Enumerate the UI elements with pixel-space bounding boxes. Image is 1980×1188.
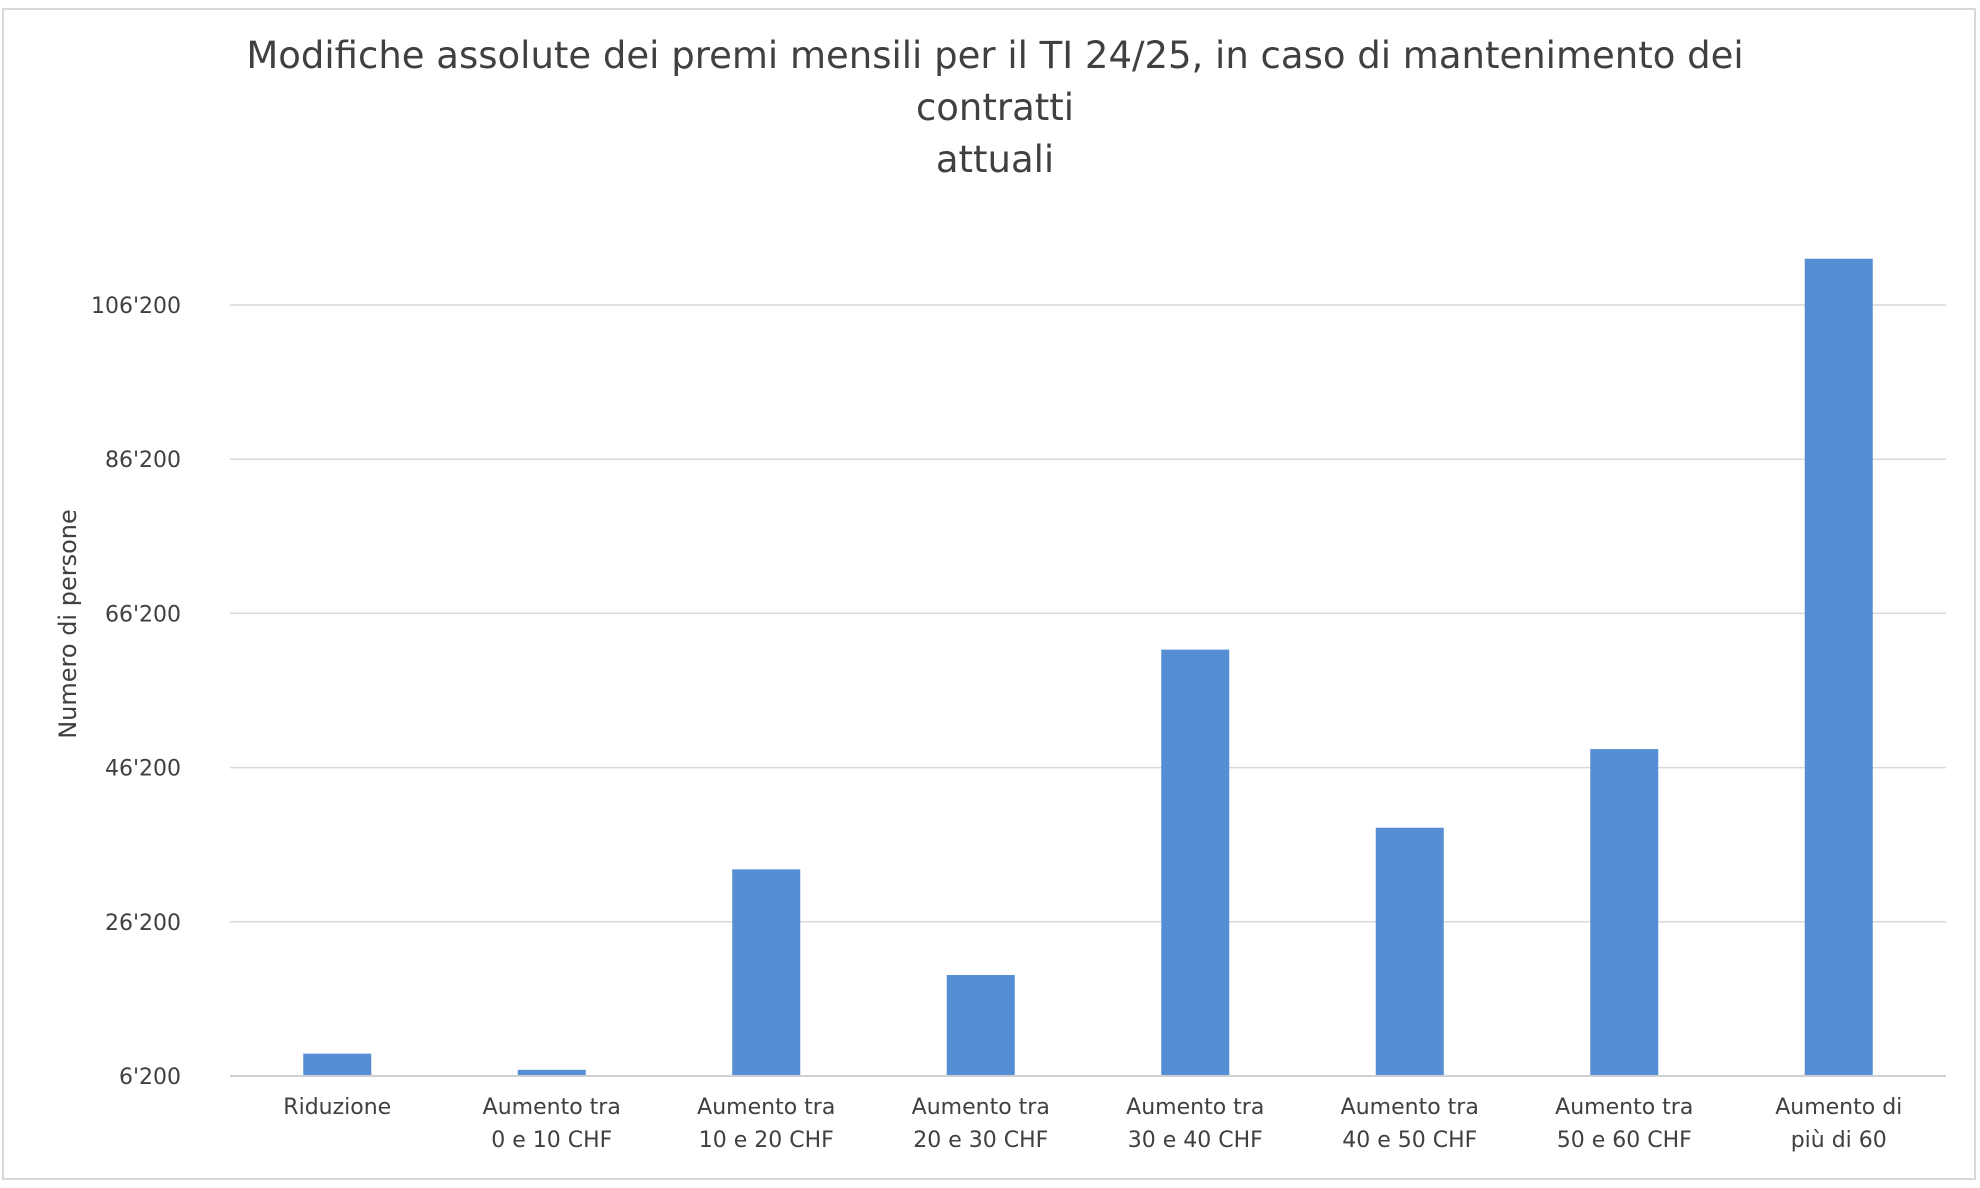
- x-tick-label: 50 e 60 CHF: [1557, 1128, 1692, 1153]
- axes: 6'200 26'200 46'200 66'200 86'200 106'200 Ridu…: [91, 294, 1946, 1153]
- bars: [303, 258, 1873, 1076]
- bar: [1590, 749, 1659, 1076]
- x-tick-label: Aumento tra: [1341, 1095, 1479, 1120]
- y-tick-label: 86'200: [105, 448, 181, 473]
- x-tick-label: 0 e 10 CHF: [491, 1128, 612, 1153]
- x-tick-label: 30 e 40 CHF: [1128, 1128, 1263, 1153]
- y-tick-label: 46'200: [105, 757, 181, 782]
- bar: [303, 1053, 372, 1076]
- bar: [1161, 649, 1230, 1076]
- x-tick-label: Aumento tra: [1555, 1095, 1693, 1120]
- x-tick-label: Aumento tra: [697, 1095, 835, 1120]
- y-tick-label: 6'200: [119, 1065, 181, 1090]
- x-tick-label: più di 60: [1791, 1128, 1887, 1153]
- x-tick-label: Aumento di: [1775, 1095, 1902, 1120]
- x-tick-label: Aumento tra: [483, 1095, 621, 1120]
- y-tick-label: 26'200: [105, 911, 181, 936]
- x-tick-label: Aumento tra: [1126, 1095, 1264, 1120]
- y-tick-label: 66'200: [105, 602, 181, 627]
- x-tick-label: 10 e 20 CHF: [699, 1128, 834, 1153]
- x-tick-label: 20 e 30 CHF: [913, 1128, 1048, 1153]
- bar: [1375, 827, 1444, 1076]
- x-tick-label: Riduzione: [283, 1095, 391, 1120]
- chart-title-line-2: attuali: [935, 138, 1055, 181]
- y-tick-label: 106'200: [91, 294, 181, 319]
- bar: [732, 869, 801, 1076]
- chart-title: Modifiche assolute dei premi mensili per…: [200, 30, 1790, 186]
- x-tick-label: Aumento tra: [912, 1095, 1050, 1120]
- bar: [1804, 258, 1873, 1076]
- chart-title-line-1: Modifiche assolute dei premi mensili per…: [246, 34, 1744, 129]
- bar: [946, 974, 1015, 1076]
- gridlines: [230, 304, 1946, 923]
- x-tick-label: 40 e 50 CHF: [1342, 1128, 1477, 1153]
- bar: [517, 1069, 586, 1076]
- y-axis-label: Numero di persone: [54, 509, 82, 739]
